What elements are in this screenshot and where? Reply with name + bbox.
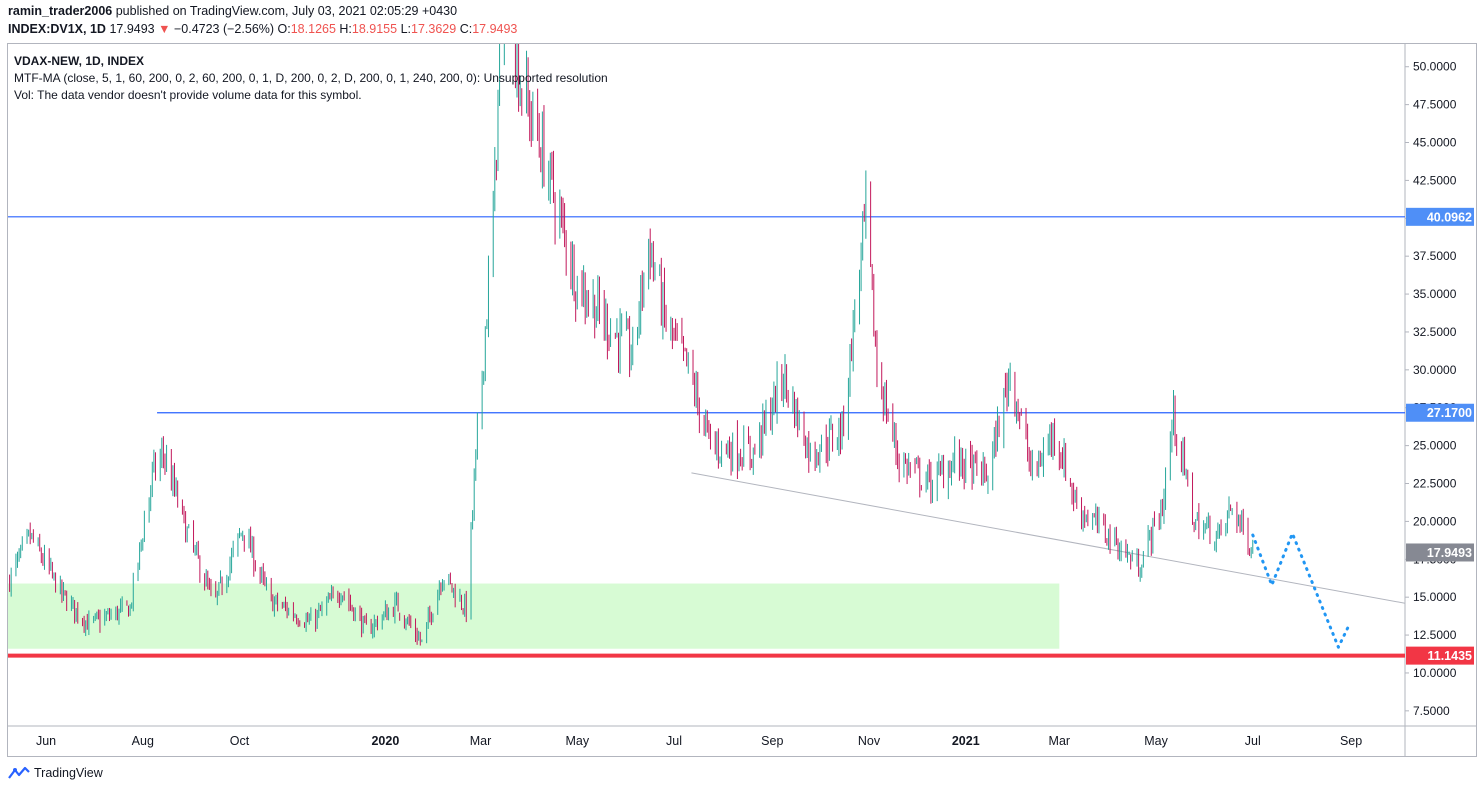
high-value: 18.9155 <box>351 22 398 36</box>
y-tick-label: 25.0000 <box>1413 439 1457 453</box>
y-tick-label: 35.0000 <box>1413 287 1457 301</box>
y-tick-label: 7.5000 <box>1413 704 1450 718</box>
level-badge: 40.0962 <box>1427 210 1472 224</box>
author-name[interactable]: ramin_trader2006 <box>8 4 113 18</box>
x-tick-label: Oct <box>230 734 250 748</box>
brand-name: TradingView <box>34 766 103 780</box>
x-tick-label: 2020 <box>371 734 399 748</box>
x-tick-label: Nov <box>858 734 881 748</box>
x-tick-label: 2021 <box>952 734 980 748</box>
last-price-badge-bg <box>1406 543 1474 562</box>
x-tick-label: May <box>565 734 589 748</box>
symbol-info: INDEX:DV1X, 1D 17.9493 ▼ −0.4723 (−2.56%… <box>8 22 517 36</box>
level-badge-bg <box>1406 646 1474 665</box>
low-value: 17.3629 <box>411 22 457 36</box>
y-tick-label: 15.0000 <box>1413 590 1457 604</box>
x-tick-label: Jul <box>666 734 682 748</box>
last-price-badge: 17.9493 <box>1427 546 1472 560</box>
x-tick-label: Sep <box>1340 734 1362 748</box>
level-badge-bg <box>1406 207 1474 226</box>
plot-area <box>8 44 1405 658</box>
legend-volume: Vol: The data vendor doesn't provide vol… <box>14 88 362 102</box>
y-tick-label: 22.5000 <box>1413 477 1457 491</box>
x-tick-label: Mar <box>470 734 492 748</box>
x-tick-label: Sep <box>761 734 783 748</box>
open-label: O: <box>277 22 291 36</box>
publish-info: ramin_trader2006 published on TradingVie… <box>8 4 457 18</box>
high-label: H: <box>339 22 352 36</box>
accumulation-zone <box>8 583 1060 649</box>
x-tick-label: Aug <box>132 734 154 748</box>
close-label: C: <box>459 22 473 36</box>
low-label: L: <box>400 22 412 36</box>
chart-frame <box>7 43 1477 757</box>
y-tick-label: 42.5000 <box>1413 173 1457 187</box>
tradingview-logo-icon <box>8 766 30 779</box>
close-value: 17.9493 <box>472 22 518 36</box>
candles <box>9 44 1254 646</box>
y-tick-label: 12.5000 <box>1413 628 1457 642</box>
open-value: 18.1265 <box>290 22 336 36</box>
symbol-label: INDEX:DV1X, 1D <box>8 22 106 36</box>
x-tick-label: Mar <box>1049 734 1071 748</box>
y-tick-label: 50.0000 <box>1413 60 1457 74</box>
x-tick-label: Jun <box>36 734 56 748</box>
price-change: −0.4723 (−2.56%) <box>173 22 275 36</box>
legend-title: VDAX-NEW, 1D, INDEX <box>14 54 145 68</box>
legend-indicator: MTF-MA (close, 5, 1, 60, 200, 0, 2, 60, … <box>14 71 608 85</box>
y-tick-label: 32.5000 <box>1413 325 1457 339</box>
level-badge: 11.1435 <box>1428 649 1473 663</box>
last-price: 17.9493 <box>109 22 155 36</box>
y-tick-label: 47.5000 <box>1413 98 1457 112</box>
chart-legend: VDAX-NEW, 1D, INDEX MTF-MA (close, 5, 1,… <box>14 53 608 104</box>
level-badge: 27.1700 <box>1427 406 1472 420</box>
y-tick-label: 10.0000 <box>1413 666 1457 680</box>
y-tick-label: 30.0000 <box>1413 363 1457 377</box>
y-tick-label: 45.0000 <box>1413 136 1457 150</box>
level-badge-bg <box>1406 403 1474 422</box>
y-tick-label: 37.5000 <box>1413 249 1457 263</box>
projection-path <box>1251 532 1350 649</box>
down-arrow-icon: ▼ <box>158 22 171 36</box>
y-tick-label: 20.0000 <box>1413 514 1457 528</box>
published-text: published on TradingView.com, July 03, 2… <box>115 4 458 18</box>
x-tick-label: Jul <box>1245 734 1261 748</box>
trendline <box>691 472 1405 604</box>
footer-brand[interactable]: TradingView <box>8 766 103 780</box>
x-tick-label: May <box>1144 734 1168 748</box>
